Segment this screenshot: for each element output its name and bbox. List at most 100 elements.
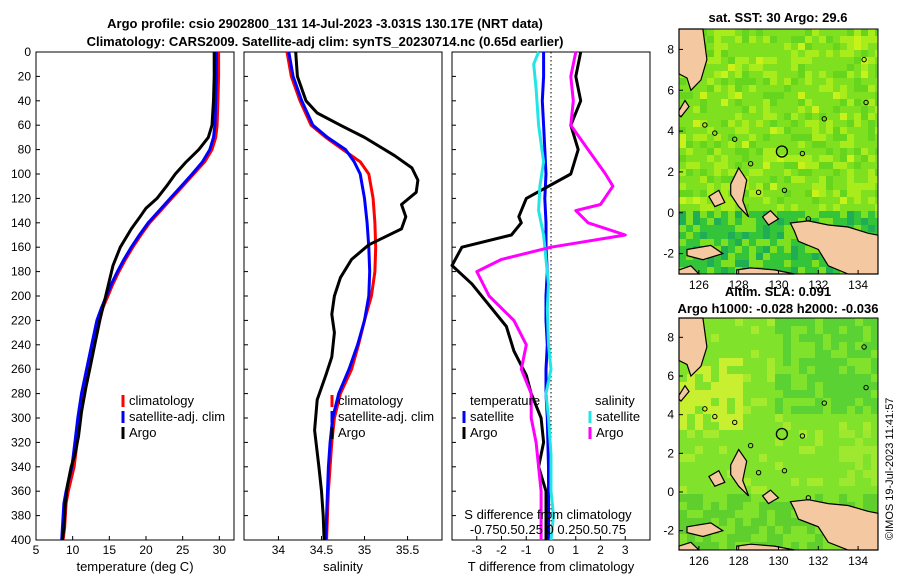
map-cell: [847, 183, 854, 190]
map-cell: [831, 390, 839, 398]
map-cell: [861, 29, 868, 36]
sst-map: sat. SST: 30 Argo: 29.6 126 128 130 132 134 -…: [663, 10, 879, 292]
map-cell: [854, 148, 861, 155]
island: [799, 150, 806, 157]
map-cell: [875, 64, 878, 71]
map-cell: [819, 36, 826, 43]
map-cell: [721, 218, 728, 225]
temperature-axes-box: [35, 51, 235, 541]
map-cell: [861, 225, 868, 232]
map-cell: [679, 382, 687, 390]
map-cell: [749, 134, 756, 141]
map-cell: [687, 430, 695, 438]
map-cell: [783, 334, 791, 342]
map-cell: [703, 518, 711, 526]
map-cell: [742, 148, 749, 155]
map-cell: [791, 176, 798, 183]
map-cell: [679, 510, 687, 518]
map-cell: [815, 350, 823, 358]
map-cell: [833, 218, 840, 225]
map-cell: [679, 211, 686, 218]
map-cell: [819, 211, 826, 218]
map-cell: [714, 134, 721, 141]
map-cell: [871, 470, 878, 478]
map-cell: [831, 406, 839, 414]
map-cell: [679, 398, 687, 406]
map-cell: [763, 260, 770, 267]
map-cell: [695, 502, 703, 510]
map-cell: [831, 334, 839, 342]
map-cell: [791, 406, 799, 414]
map-cell: [839, 454, 847, 462]
map-cell: [703, 398, 711, 406]
map-cell: [868, 134, 875, 141]
x-tick-label: 34.5: [310, 543, 334, 557]
map-cell: [742, 253, 749, 260]
y-tick-label: 320: [11, 435, 31, 449]
map-cell: [791, 260, 798, 267]
map-cell: [868, 211, 875, 218]
map-cell: [735, 358, 743, 366]
map-cell: [831, 382, 839, 390]
argo-location-marker: [775, 145, 789, 158]
map-cell: [707, 85, 714, 92]
map-cell: [759, 510, 767, 518]
map-cell: [847, 71, 854, 78]
map-cell: [791, 253, 798, 260]
map-cell: [759, 454, 767, 462]
x-tick-label: -1: [521, 543, 532, 557]
map-cell: [742, 141, 749, 148]
map-cell: [714, 85, 721, 92]
map-cell: [775, 398, 783, 406]
x-tick-label: 132: [808, 278, 828, 292]
y-tick-label: 6: [667, 369, 674, 383]
map-cell: [711, 510, 719, 518]
map-cell: [847, 318, 855, 326]
map-cell: [815, 542, 823, 550]
map-cell: [791, 50, 798, 57]
map-cell: [719, 358, 727, 366]
map-cell: [868, 155, 875, 162]
map-cell: [847, 134, 854, 141]
map-cell: [735, 518, 743, 526]
map-cell: [700, 134, 707, 141]
map-cell: [775, 462, 783, 470]
map-cell: [861, 85, 868, 92]
map-cell: [798, 155, 805, 162]
map-cell: [679, 218, 686, 225]
map-cell: [721, 43, 728, 50]
map-cell: [721, 29, 728, 36]
x-tick-label: -2: [496, 543, 507, 557]
map-cell: [823, 318, 831, 326]
map-cell: [763, 71, 770, 78]
map-cell: [751, 526, 759, 534]
map-cell: [791, 204, 798, 211]
map-cell: [847, 326, 855, 334]
map-cell: [707, 36, 714, 43]
map-cell: [756, 218, 763, 225]
series-line-1: [450, 51, 583, 540]
map-cell: [700, 106, 707, 113]
salinity-axes-box: [243, 51, 443, 541]
map-cell: [847, 350, 855, 358]
map-cell: [855, 406, 863, 414]
map-cell: [839, 494, 847, 502]
x-tick-label: 130: [768, 278, 788, 292]
map-cell: [770, 120, 777, 127]
map-cell: [826, 85, 833, 92]
y-tick-label: 8: [667, 330, 674, 344]
map-cell: [728, 204, 735, 211]
map-cell: [826, 36, 833, 43]
map-cell: [868, 183, 875, 190]
map-cell: [791, 218, 798, 225]
map-cell: [767, 318, 775, 326]
map-cell: [749, 64, 756, 71]
map-cell: [679, 169, 686, 176]
y-tick-label: 0: [667, 485, 674, 499]
map-cell: [700, 267, 707, 274]
map-cell: [798, 246, 805, 253]
map-cell: [839, 374, 847, 382]
x-tick-label: 30: [213, 543, 227, 557]
landmass: [730, 166, 750, 218]
